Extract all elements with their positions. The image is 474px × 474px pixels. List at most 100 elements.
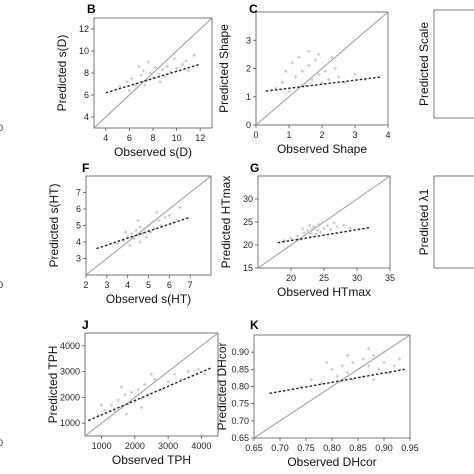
panel-f-point: [163, 215, 167, 219]
panel-c-x-tick-label: 0: [253, 130, 258, 140]
panel-b-point: [149, 71, 153, 75]
panel-g-point: [310, 227, 314, 231]
panel-g-point: [307, 223, 312, 227]
panel-b-point: [143, 83, 147, 87]
panel-c-point: [290, 61, 294, 65]
panel-c-point: [330, 55, 334, 59]
panel-c-point: [300, 69, 304, 73]
panel-j-point: [129, 390, 134, 394]
panel-f-y-tick-label: 3: [76, 254, 81, 264]
panel-c-point: [284, 69, 288, 73]
panel-edge-3-frame: [433, 9, 474, 119]
panel-c-trend-line: [265, 76, 382, 92]
panel-b-x-tick-label: 12: [195, 133, 205, 143]
panel-j-point: [119, 385, 124, 389]
panel-c-point: [317, 52, 321, 56]
panel-c-y-tick-label: 1: [246, 92, 251, 102]
panel-b-point: [137, 64, 141, 68]
panel-b-point: [141, 69, 146, 73]
panel-c-x-axis-label: Observed Shape: [277, 142, 367, 156]
panel-b-point: [127, 89, 131, 93]
panel-k-point: [330, 367, 334, 371]
panel-k-y-tick-label: 0.80: [231, 382, 249, 392]
panel-k-x-tick-label: 0.70: [271, 443, 289, 453]
panel-b-x-tick-label: 4: [103, 133, 108, 143]
panel-f-y-axis-label: Predicted s(HT): [47, 183, 61, 267]
panel-g-point: [315, 228, 319, 232]
panel-f-point: [144, 235, 149, 239]
panel-g-point: [305, 229, 310, 233]
panel-g-point: [348, 226, 352, 230]
panel-k-y-tick-label: 0.70: [231, 416, 249, 426]
panel-b-trend-line: [105, 63, 201, 94]
panel-g-x-tick-label: 20: [286, 273, 296, 283]
panel-f-y-tick-label: 6: [76, 204, 81, 214]
panel-b-point: [160, 68, 165, 72]
panel-c-point: [310, 78, 314, 82]
panel-b-x-axis-label: Observed s(D): [114, 145, 192, 159]
panel-k-y-tick-label: 0.75: [231, 399, 249, 409]
panel-f-y-tick-label: 7: [76, 188, 81, 198]
panel-g-point: [335, 225, 339, 229]
panel-f-point: [157, 218, 161, 223]
panel-k-y-axis-label: Predicted DHcor: [215, 342, 229, 430]
panel-k-point: [346, 354, 350, 358]
panel-j-point: [103, 408, 107, 412]
panel-k-x-tick-label: 0.90: [375, 443, 393, 453]
panel-k-point: [377, 367, 381, 371]
panel-c-point: [280, 81, 284, 85]
panel-edge-8-x-tick-label: 10: [0, 438, 3, 448]
panel-f-y-tick-label: 5: [76, 221, 81, 231]
panel-b-point: [180, 62, 185, 66]
panel-b-point: [130, 76, 134, 81]
panel-c-y-tick-label: 0: [246, 120, 251, 130]
panel-g-point: [312, 225, 316, 229]
panel-k-point: [309, 378, 313, 382]
panel-c-point: [343, 81, 347, 85]
panel-b-point: [133, 83, 137, 87]
panel-f-point: [138, 240, 142, 244]
panel-b-point: [163, 74, 167, 78]
panel-j-letter: J: [82, 318, 89, 332]
panel-j-point: [113, 409, 117, 414]
panel-b-point: [146, 60, 150, 64]
panel-g-x-axis-label: Observed HTmax: [277, 285, 371, 299]
panel-f-point: [146, 223, 151, 228]
panel-f-point: [130, 232, 134, 236]
panel-b-point: [186, 69, 190, 73]
panel-g-y-tick-label: 25: [243, 217, 253, 227]
panel-b-point: [151, 75, 155, 79]
panel-b-point: [158, 80, 162, 84]
panel-c-point: [307, 49, 311, 54]
panel-g-y-tick-label: 30: [243, 194, 253, 204]
panel-g-point: [329, 227, 333, 231]
panel-c-x-tick-label: 4: [385, 130, 390, 140]
panel-j-trend-line: [88, 367, 212, 422]
panel-c-point: [294, 75, 298, 79]
panel-k-point: [356, 367, 360, 371]
panel-b-letter: B: [87, 2, 96, 16]
panel-j-point: [196, 367, 200, 371]
panel-f-y-tick-label: 4: [76, 237, 81, 247]
panel-g-point: [321, 220, 325, 225]
panel-k-point: [351, 360, 355, 365]
panel-k-trend-line: [269, 368, 405, 395]
panel-b-x-tick-label: 10: [172, 133, 182, 143]
panel-f-point: [136, 218, 140, 223]
panel-edge-0-x-tick-label: 30: [0, 123, 3, 133]
panel-j-identity-line: [84, 332, 219, 437]
panel-k-point: [325, 360, 329, 365]
panel-g-trend-line: [277, 226, 371, 244]
panel-g-point: [332, 221, 336, 225]
panel-b-x-tick-label: 8: [150, 133, 155, 143]
panel-j-y-axis-label: Predicted TPH: [46, 346, 60, 424]
panel-k-identity-line: [253, 334, 411, 439]
panel-k-point: [382, 350, 386, 354]
panel-c-point: [287, 89, 291, 93]
panel-b-point: [157, 72, 161, 76]
panel-k-point: [320, 381, 324, 385]
panel-g-point: [309, 231, 313, 236]
panel-f-x-axis-label: Observed s(HT): [106, 292, 191, 306]
panel-j-x-tick-label: 1000: [92, 441, 112, 451]
